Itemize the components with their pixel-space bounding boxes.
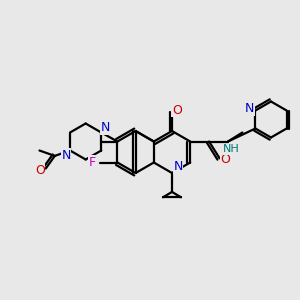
Text: NH: NH <box>223 145 239 154</box>
Text: O: O <box>220 153 230 166</box>
Text: N: N <box>61 149 71 162</box>
Text: N: N <box>245 102 254 115</box>
Text: F: F <box>89 156 96 169</box>
Text: N: N <box>100 121 110 134</box>
Text: O: O <box>35 164 45 177</box>
Text: N: N <box>173 160 183 173</box>
Text: O: O <box>172 103 182 117</box>
